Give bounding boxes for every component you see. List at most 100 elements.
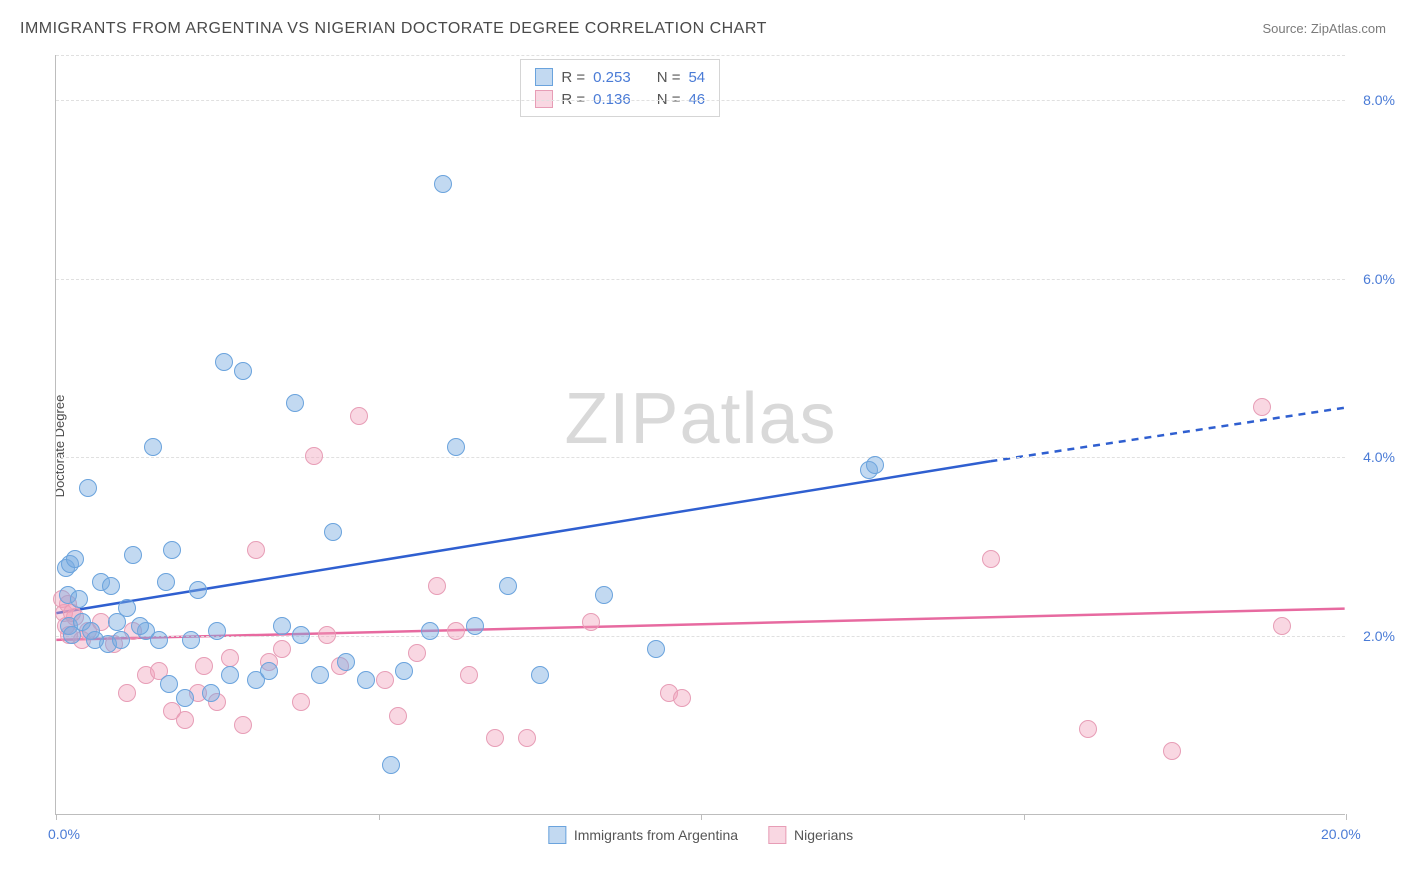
scatter-point-nigerians [673, 689, 691, 707]
legend-r-value: 0.253 [593, 69, 631, 86]
scatter-point-nigerians [350, 407, 368, 425]
y-tick-label: 8.0% [1363, 92, 1395, 108]
scatter-point-argentina [182, 631, 200, 649]
scatter-point-argentina [395, 662, 413, 680]
scatter-point-argentina [292, 626, 310, 644]
scatter-point-nigerians [582, 613, 600, 631]
scatter-point-argentina [208, 622, 226, 640]
source-prefix: Source: [1262, 21, 1310, 36]
scatter-point-nigerians [982, 550, 1000, 568]
x-tick-mark [56, 814, 57, 820]
scatter-point-argentina [234, 362, 252, 380]
series-legend: Immigrants from Argentina Nigerians [548, 826, 853, 844]
scatter-point-nigerians [389, 707, 407, 725]
scatter-point-nigerians [195, 657, 213, 675]
scatter-point-argentina [150, 631, 168, 649]
scatter-point-nigerians [486, 729, 504, 747]
scatter-point-argentina [337, 653, 355, 671]
scatter-point-argentina [131, 617, 149, 635]
x-tick-label: 0.0% [48, 826, 80, 842]
scatter-point-argentina [286, 394, 304, 412]
legend-label: Nigerians [794, 827, 853, 843]
y-tick-label: 4.0% [1363, 449, 1395, 465]
correlation-legend: R =0.253N =54R =0.136N =46 [520, 59, 720, 117]
scatter-point-argentina [66, 550, 84, 568]
gridline [56, 55, 1345, 56]
scatter-point-argentina [311, 666, 329, 684]
scatter-point-nigerians [305, 447, 323, 465]
gridline [56, 636, 1345, 637]
trend-lines-layer [56, 55, 1345, 814]
scatter-point-nigerians [234, 716, 252, 734]
scatter-point-nigerians [1079, 720, 1097, 738]
chart-source: Source: ZipAtlas.com [1262, 21, 1386, 36]
scatter-point-argentina [86, 631, 104, 649]
scatter-point-nigerians [447, 622, 465, 640]
scatter-point-argentina [595, 586, 613, 604]
legend-swatch [535, 68, 553, 86]
gridline [56, 279, 1345, 280]
scatter-point-nigerians [428, 577, 446, 595]
source-name: ZipAtlas.com [1311, 21, 1386, 36]
scatter-point-argentina [79, 479, 97, 497]
legend-n-value: 54 [688, 69, 705, 86]
scatter-point-argentina [112, 631, 130, 649]
scatter-point-argentina [499, 577, 517, 595]
scatter-point-argentina [324, 523, 342, 541]
scatter-point-nigerians [221, 649, 239, 667]
scatter-point-argentina [202, 684, 220, 702]
scatter-point-argentina [163, 541, 181, 559]
scatter-point-nigerians [318, 626, 336, 644]
scatter-chart: ZIPatlas R =0.253N =54R =0.136N =46 Immi… [55, 55, 1345, 815]
legend-r-label: R = [561, 69, 585, 86]
scatter-point-argentina [70, 590, 88, 608]
scatter-point-nigerians [1273, 617, 1291, 635]
scatter-point-argentina [63, 626, 81, 644]
scatter-point-nigerians [408, 644, 426, 662]
scatter-point-nigerians [292, 693, 310, 711]
gridline [56, 457, 1345, 458]
scatter-point-argentina [215, 353, 233, 371]
scatter-point-nigerians [1163, 742, 1181, 760]
scatter-point-nigerians [176, 711, 194, 729]
scatter-point-nigerians [1253, 398, 1271, 416]
scatter-point-argentina [866, 456, 884, 474]
chart-title: IMMIGRANTS FROM ARGENTINA VS NIGERIAN DO… [20, 20, 767, 38]
legend-label: Immigrants from Argentina [574, 827, 738, 843]
legend-swatch [768, 826, 786, 844]
y-tick-label: 2.0% [1363, 628, 1395, 644]
trend-line [990, 408, 1344, 462]
scatter-point-nigerians [460, 666, 478, 684]
legend-item: Nigerians [768, 826, 853, 844]
scatter-point-argentina [102, 577, 120, 595]
scatter-point-argentina [157, 573, 175, 591]
scatter-point-argentina [221, 666, 239, 684]
legend-swatch [548, 826, 566, 844]
scatter-point-argentina [124, 546, 142, 564]
scatter-point-argentina [144, 438, 162, 456]
chart-header: IMMIGRANTS FROM ARGENTINA VS NIGERIAN DO… [20, 20, 1386, 38]
scatter-point-nigerians [273, 640, 291, 658]
x-tick-mark [701, 814, 702, 820]
scatter-point-nigerians [247, 541, 265, 559]
scatter-point-argentina [531, 666, 549, 684]
scatter-point-argentina [189, 581, 207, 599]
scatter-point-nigerians [518, 729, 536, 747]
scatter-point-argentina [160, 675, 178, 693]
scatter-point-argentina [357, 671, 375, 689]
scatter-point-argentina [260, 662, 278, 680]
x-tick-mark [379, 814, 380, 820]
watermark: ZIPatlas [564, 378, 836, 460]
scatter-point-argentina [434, 175, 452, 193]
scatter-point-argentina [647, 640, 665, 658]
scatter-point-argentina [447, 438, 465, 456]
scatter-point-argentina [382, 756, 400, 774]
legend-item: Immigrants from Argentina [548, 826, 738, 844]
legend-n-label: N = [657, 69, 681, 86]
scatter-point-nigerians [376, 671, 394, 689]
scatter-point-argentina [176, 689, 194, 707]
scatter-point-argentina [421, 622, 439, 640]
gridline [56, 100, 1345, 101]
x-tick-mark [1024, 814, 1025, 820]
y-tick-label: 6.0% [1363, 271, 1395, 287]
